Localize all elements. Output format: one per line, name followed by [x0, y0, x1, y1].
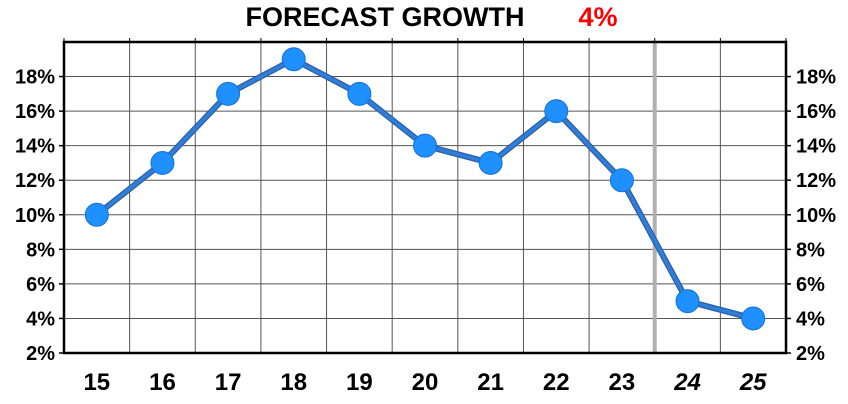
x-tick-label: 24 — [673, 369, 701, 396]
data-point — [347, 81, 372, 106]
x-tick-label: 22 — [543, 369, 570, 396]
data-point — [675, 289, 700, 314]
x-tick-label: 17 — [215, 369, 242, 396]
y-tick-label-right: 8% — [796, 239, 825, 261]
grid — [63, 38, 787, 353]
forecast-growth-value: 4% — [578, 2, 617, 32]
data-point — [478, 150, 503, 175]
x-tick-label: 16 — [149, 369, 176, 396]
y-tick-label-right: 14% — [796, 136, 836, 158]
data-point — [413, 133, 437, 158]
x-tick-label: 15 — [83, 369, 110, 396]
chart-title: FORECAST GROWTH — [246, 2, 525, 32]
data-point — [609, 168, 634, 193]
series-layer — [84, 47, 766, 331]
data-point — [741, 306, 766, 331]
y-tick-label-left: 14% — [15, 136, 55, 158]
x-axis: 15 16 17 18 19 20 21 22 23 24 25 — [83, 369, 767, 396]
y-tick-label-left: 4% — [26, 308, 55, 330]
plot-frame — [62, 40, 788, 355]
x-tick-label: 18 — [280, 369, 307, 396]
y-tick-label-right: 18% — [796, 67, 836, 89]
x-tick-label: 20 — [412, 369, 439, 396]
y-tick-label-right: 10% — [796, 205, 836, 227]
y-tick-label-right: 6% — [796, 274, 825, 296]
y-tick-label-right: 16% — [796, 101, 836, 123]
y-tick-label-right: 12% — [796, 170, 836, 192]
data-point — [216, 81, 241, 106]
data-point — [150, 150, 175, 175]
y-tick-label-right: 4% — [796, 308, 825, 330]
data-point — [544, 99, 569, 124]
y-tick-label-left: 16% — [15, 101, 55, 123]
x-tick-label: 19 — [346, 369, 373, 396]
data-point — [281, 47, 306, 72]
chart-title-group: FORECAST GROWTH 4% — [246, 2, 618, 32]
y-tick-label-left: 2% — [26, 343, 55, 365]
x-tick-label: 23 — [609, 369, 636, 396]
y-tick-label-left: 12% — [15, 170, 55, 192]
x-tick-label: 21 — [477, 369, 504, 396]
y-axis-right: 2% 4% 6% 8% 10% 12% 14% 16% 18% — [786, 67, 836, 365]
data-point — [84, 202, 109, 227]
y-axis-left: 2% 4% 6% 8% 10% 12% 14% 16% 18% — [15, 67, 64, 365]
y-tick-label-left: 10% — [15, 205, 55, 227]
y-tick-label-right: 2% — [796, 343, 825, 365]
y-tick-label-left: 6% — [26, 274, 55, 296]
y-tick-label-left: 18% — [15, 67, 55, 89]
x-tick-label: 25 — [739, 369, 767, 396]
y-tick-label-left: 8% — [26, 239, 55, 261]
